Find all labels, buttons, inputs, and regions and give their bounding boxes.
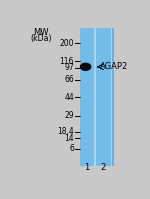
- Text: (kDa): (kDa): [30, 34, 52, 43]
- Bar: [79, 28, 114, 166]
- Text: 44: 44: [64, 93, 74, 102]
- Text: AGAP2: AGAP2: [100, 62, 128, 71]
- Text: 1: 1: [84, 163, 90, 172]
- Text: MW: MW: [33, 28, 49, 37]
- Bar: [79, 28, 80, 166]
- Text: 2: 2: [101, 163, 106, 172]
- Ellipse shape: [80, 62, 91, 71]
- Text: 66: 66: [64, 75, 74, 84]
- Text: 18.4: 18.4: [57, 127, 74, 136]
- Text: 200: 200: [59, 39, 74, 48]
- Text: 116: 116: [60, 57, 74, 66]
- Bar: [96, 28, 111, 166]
- Text: 6: 6: [69, 144, 74, 153]
- Text: 14: 14: [64, 134, 74, 142]
- Bar: [80, 28, 95, 166]
- Bar: [111, 28, 112, 166]
- Bar: [94, 28, 96, 166]
- Text: 29: 29: [64, 111, 74, 120]
- Text: 97: 97: [64, 63, 74, 72]
